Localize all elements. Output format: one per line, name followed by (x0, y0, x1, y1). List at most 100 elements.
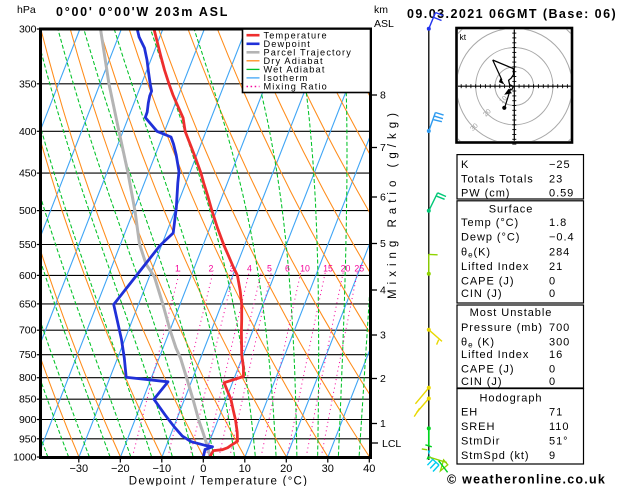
svg-text:−20: −20 (111, 463, 130, 475)
svg-text:900: 900 (19, 414, 37, 426)
svg-text:9: 9 (549, 450, 556, 462)
svg-text:3: 3 (230, 264, 235, 274)
svg-text:30: 30 (322, 463, 334, 475)
svg-text:10: 10 (300, 264, 310, 274)
svg-text:3: 3 (380, 330, 386, 342)
svg-text:600: 600 (19, 270, 37, 282)
svg-text:500: 500 (19, 205, 37, 217)
svg-text:700: 700 (549, 322, 570, 334)
svg-text:09.03.2021 06GMT (Base: 06): 09.03.2021 06GMT (Base: 06) (407, 7, 617, 21)
svg-text:20: 20 (482, 108, 492, 118)
svg-text:−30: −30 (69, 463, 88, 475)
svg-text:1: 1 (380, 418, 386, 430)
svg-text:Dewp (°C): Dewp (°C) (461, 232, 520, 244)
svg-text:StmDir: StmDir (461, 436, 500, 448)
svg-text:7: 7 (380, 142, 386, 154)
svg-text:750: 750 (19, 349, 37, 361)
svg-text:K: K (461, 159, 469, 171)
svg-text:10: 10 (239, 463, 251, 475)
svg-text:71: 71 (549, 407, 563, 419)
svg-text:16: 16 (549, 349, 563, 361)
svg-text:40: 40 (363, 463, 375, 475)
svg-text:Totals Totals: Totals Totals (461, 173, 534, 185)
svg-text:0°00' 0°00'W 203m ASL: 0°00' 0°00'W 203m ASL (56, 5, 229, 19)
svg-text:−10: −10 (152, 463, 171, 475)
svg-text:0: 0 (549, 275, 556, 287)
svg-text:Mixing Ratio (g/kg): Mixing Ratio (g/kg) (387, 108, 399, 299)
svg-text:300: 300 (549, 337, 570, 349)
svg-text:2: 2 (380, 373, 386, 385)
svg-text:30: 30 (469, 122, 479, 132)
svg-text:20: 20 (280, 463, 292, 475)
svg-text:Dewpoint / Temperature (°C): Dewpoint / Temperature (°C) (129, 476, 308, 486)
svg-text:Hodograph: Hodograph (480, 392, 543, 404)
svg-text:CAPE (J): CAPE (J) (461, 364, 514, 376)
svg-text:SREH: SREH (461, 421, 495, 433)
svg-text:Lifted Index: Lifted Index (461, 261, 529, 273)
svg-text:ASL: ASL (374, 18, 394, 30)
svg-text:Surface: Surface (489, 204, 534, 216)
svg-text:284: 284 (549, 247, 570, 259)
svg-text:300: 300 (19, 24, 37, 36)
svg-text:CIN (J): CIN (J) (461, 288, 502, 300)
svg-text:Wet Adiabat: Wet Adiabat (264, 65, 326, 75)
svg-text:Temp (°C): Temp (°C) (461, 217, 519, 229)
svg-text:950: 950 (19, 433, 37, 445)
svg-text:hPa: hPa (17, 4, 36, 16)
svg-text:21: 21 (549, 261, 563, 273)
svg-text:Dewpoint: Dewpoint (264, 39, 312, 49)
svg-text:0: 0 (549, 288, 556, 300)
svg-text:2: 2 (209, 264, 214, 274)
svg-text:10: 10 (499, 95, 509, 105)
svg-text:1000: 1000 (13, 452, 37, 464)
svg-text:km: km (374, 4, 388, 16)
svg-text:Mixing Ratio: Mixing Ratio (264, 82, 328, 92)
svg-text:1.8: 1.8 (549, 217, 567, 229)
svg-text:5: 5 (380, 238, 386, 250)
svg-text:StmSpd (kt): StmSpd (kt) (461, 450, 530, 462)
svg-text:EH: EH (461, 407, 478, 419)
svg-text:15: 15 (323, 264, 333, 274)
svg-text:850: 850 (19, 394, 37, 406)
svg-text:Pressure (mb): Pressure (mb) (461, 322, 543, 334)
svg-text:Most Unstable: Most Unstable (470, 307, 553, 319)
svg-text:0: 0 (549, 376, 556, 388)
svg-text:5: 5 (267, 264, 272, 274)
svg-text:23: 23 (549, 173, 563, 185)
svg-text:−25: −25 (549, 159, 571, 171)
svg-text:6: 6 (380, 192, 386, 204)
svg-text:© weatheronline.co.uk: © weatheronline.co.uk (447, 473, 606, 486)
svg-text:6: 6 (285, 264, 290, 274)
svg-text:θe(K): θe(K) (461, 247, 491, 260)
svg-text:800: 800 (19, 372, 37, 384)
svg-text:0.59: 0.59 (549, 188, 574, 200)
svg-text:8: 8 (380, 90, 386, 102)
svg-text:350: 350 (19, 78, 37, 90)
svg-text:25: 25 (354, 264, 364, 274)
svg-text:400: 400 (19, 126, 37, 138)
svg-text:−0.4: −0.4 (549, 232, 575, 244)
svg-text:51°: 51° (549, 436, 568, 448)
svg-text:1: 1 (175, 264, 180, 274)
svg-text:20: 20 (341, 264, 351, 274)
svg-text:Lifted Index: Lifted Index (461, 349, 529, 361)
svg-text:0: 0 (549, 364, 556, 376)
svg-text:Temperature: Temperature (264, 30, 328, 40)
svg-text:θe (K): θe (K) (461, 337, 495, 350)
svg-text:650: 650 (19, 298, 37, 310)
svg-text:CAPE (J): CAPE (J) (461, 275, 514, 287)
svg-text:LCL: LCL (382, 438, 401, 450)
svg-text:Parcel Trajectory: Parcel Trajectory (264, 48, 352, 58)
svg-text:Isotherm: Isotherm (264, 73, 309, 83)
svg-text:550: 550 (19, 239, 37, 251)
svg-text:4: 4 (247, 264, 252, 274)
svg-text:110: 110 (549, 421, 569, 433)
svg-text:CIN (J): CIN (J) (461, 376, 502, 388)
svg-text:PW (cm): PW (cm) (461, 188, 510, 200)
svg-text:0: 0 (200, 463, 206, 475)
svg-text:4: 4 (380, 285, 386, 297)
svg-text:Dry Adiabat: Dry Adiabat (264, 56, 324, 66)
svg-text:450: 450 (19, 168, 37, 180)
svg-text:kt: kt (460, 32, 467, 42)
svg-text:700: 700 (19, 325, 37, 337)
